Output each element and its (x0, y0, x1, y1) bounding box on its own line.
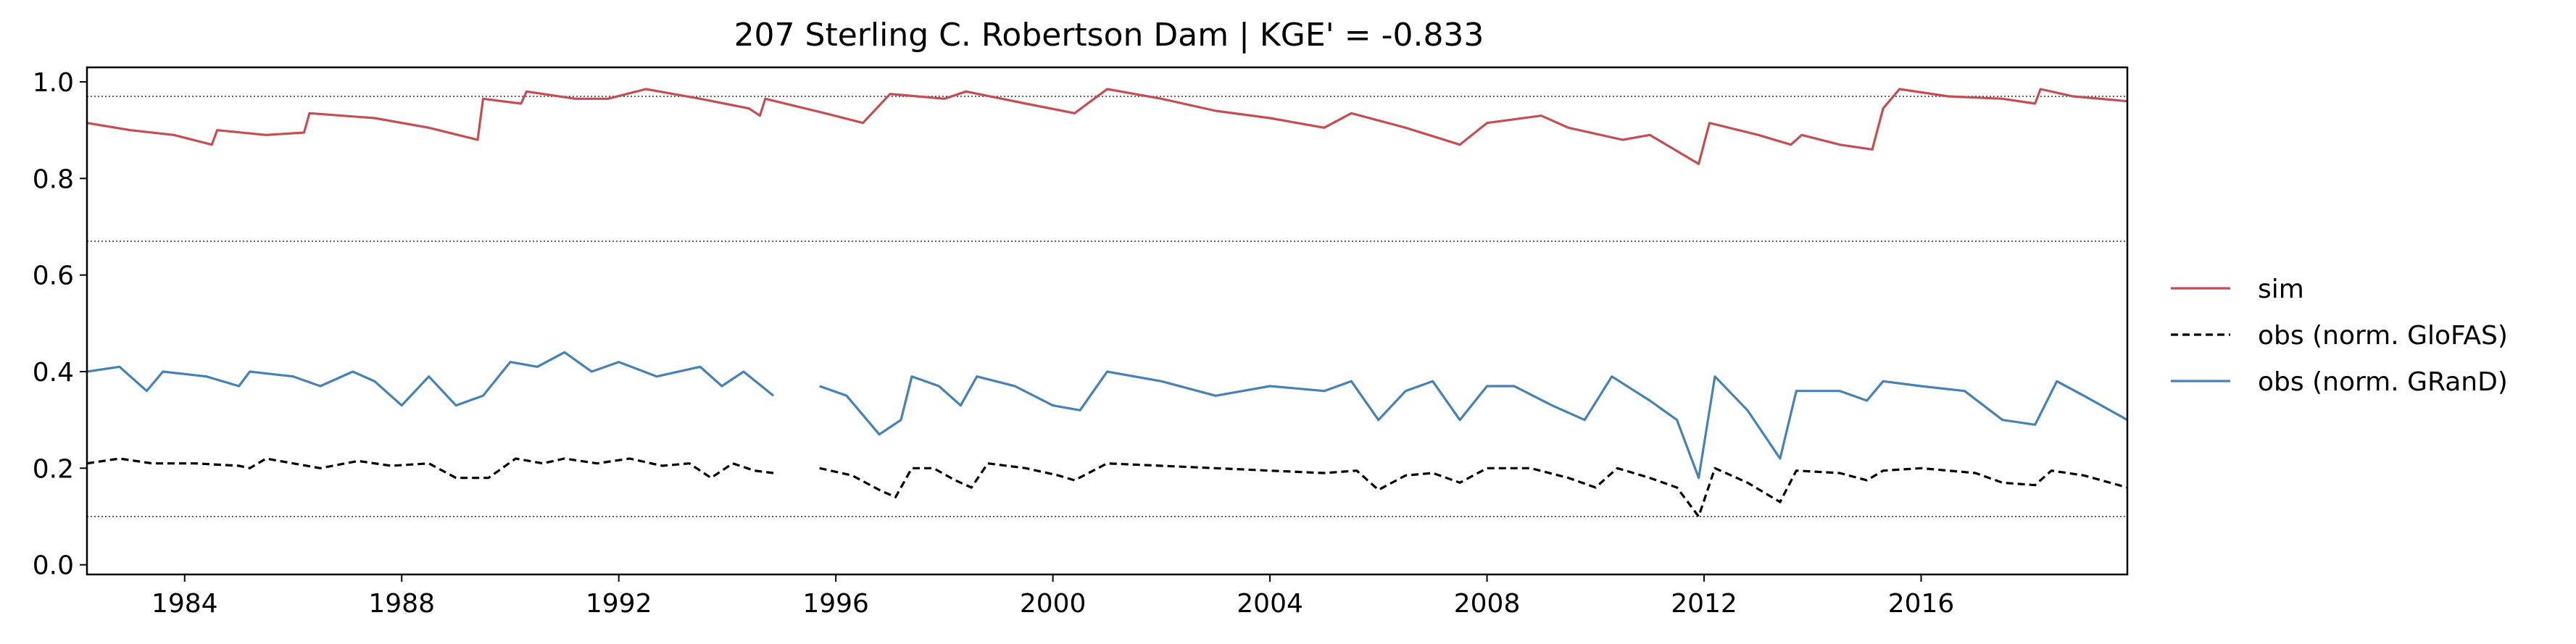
reference-lines (87, 96, 2127, 517)
series-layer (86, 88, 2128, 518)
x-tick-label: 2004 (1237, 589, 1303, 619)
x-tick-label: 2008 (1454, 589, 1521, 619)
x-axis: 1984 1988 1992 1996 2000 2004 2008 2012 2016 (151, 574, 1954, 619)
x-tick-label: 1984 (151, 589, 218, 619)
y-axis: 0.0 0.2 0.4 0.6 0.8 1.0 (33, 68, 87, 581)
x-tick-label: 2000 (1020, 589, 1087, 619)
y-tick-label: 0.2 (33, 454, 74, 484)
series-line-obs-norm-grand (86, 351, 775, 407)
y-tick-label: 0.0 (33, 551, 74, 581)
series-line-obs-norm-glofas (819, 462, 2128, 518)
plot-frame (86, 66, 2129, 576)
x-tick-label: 1992 (586, 589, 652, 619)
y-tick-label: 0.6 (33, 262, 74, 291)
chart-title: 207 Sterling C. Robertson Dam | KGE' = -… (734, 17, 1484, 54)
legend-label-obs-norm-grand: obs (norm. GRanD) (2258, 367, 2508, 397)
series-line-sim (86, 88, 2128, 165)
legend: sim obs (norm. GloFAS) obs (norm. GRanD) (2171, 275, 2508, 397)
y-tick-label: 0.8 (33, 164, 74, 194)
y-tick-label: 1.0 (33, 68, 74, 98)
y-tick-label: 0.4 (33, 358, 74, 388)
series-line-obs-norm-glofas (86, 457, 774, 480)
x-tick-label: 2016 (1888, 589, 1955, 619)
series-line-obs-norm-grand (819, 370, 2128, 480)
x-tick-label: 2012 (1671, 589, 1737, 619)
legend-label-obs-norm-glofas: obs (norm. GloFAS) (2258, 321, 2508, 351)
x-tick-label: 1996 (802, 589, 869, 619)
legend-label-sim: sim (2258, 275, 2304, 304)
x-tick-label: 1988 (368, 589, 435, 619)
